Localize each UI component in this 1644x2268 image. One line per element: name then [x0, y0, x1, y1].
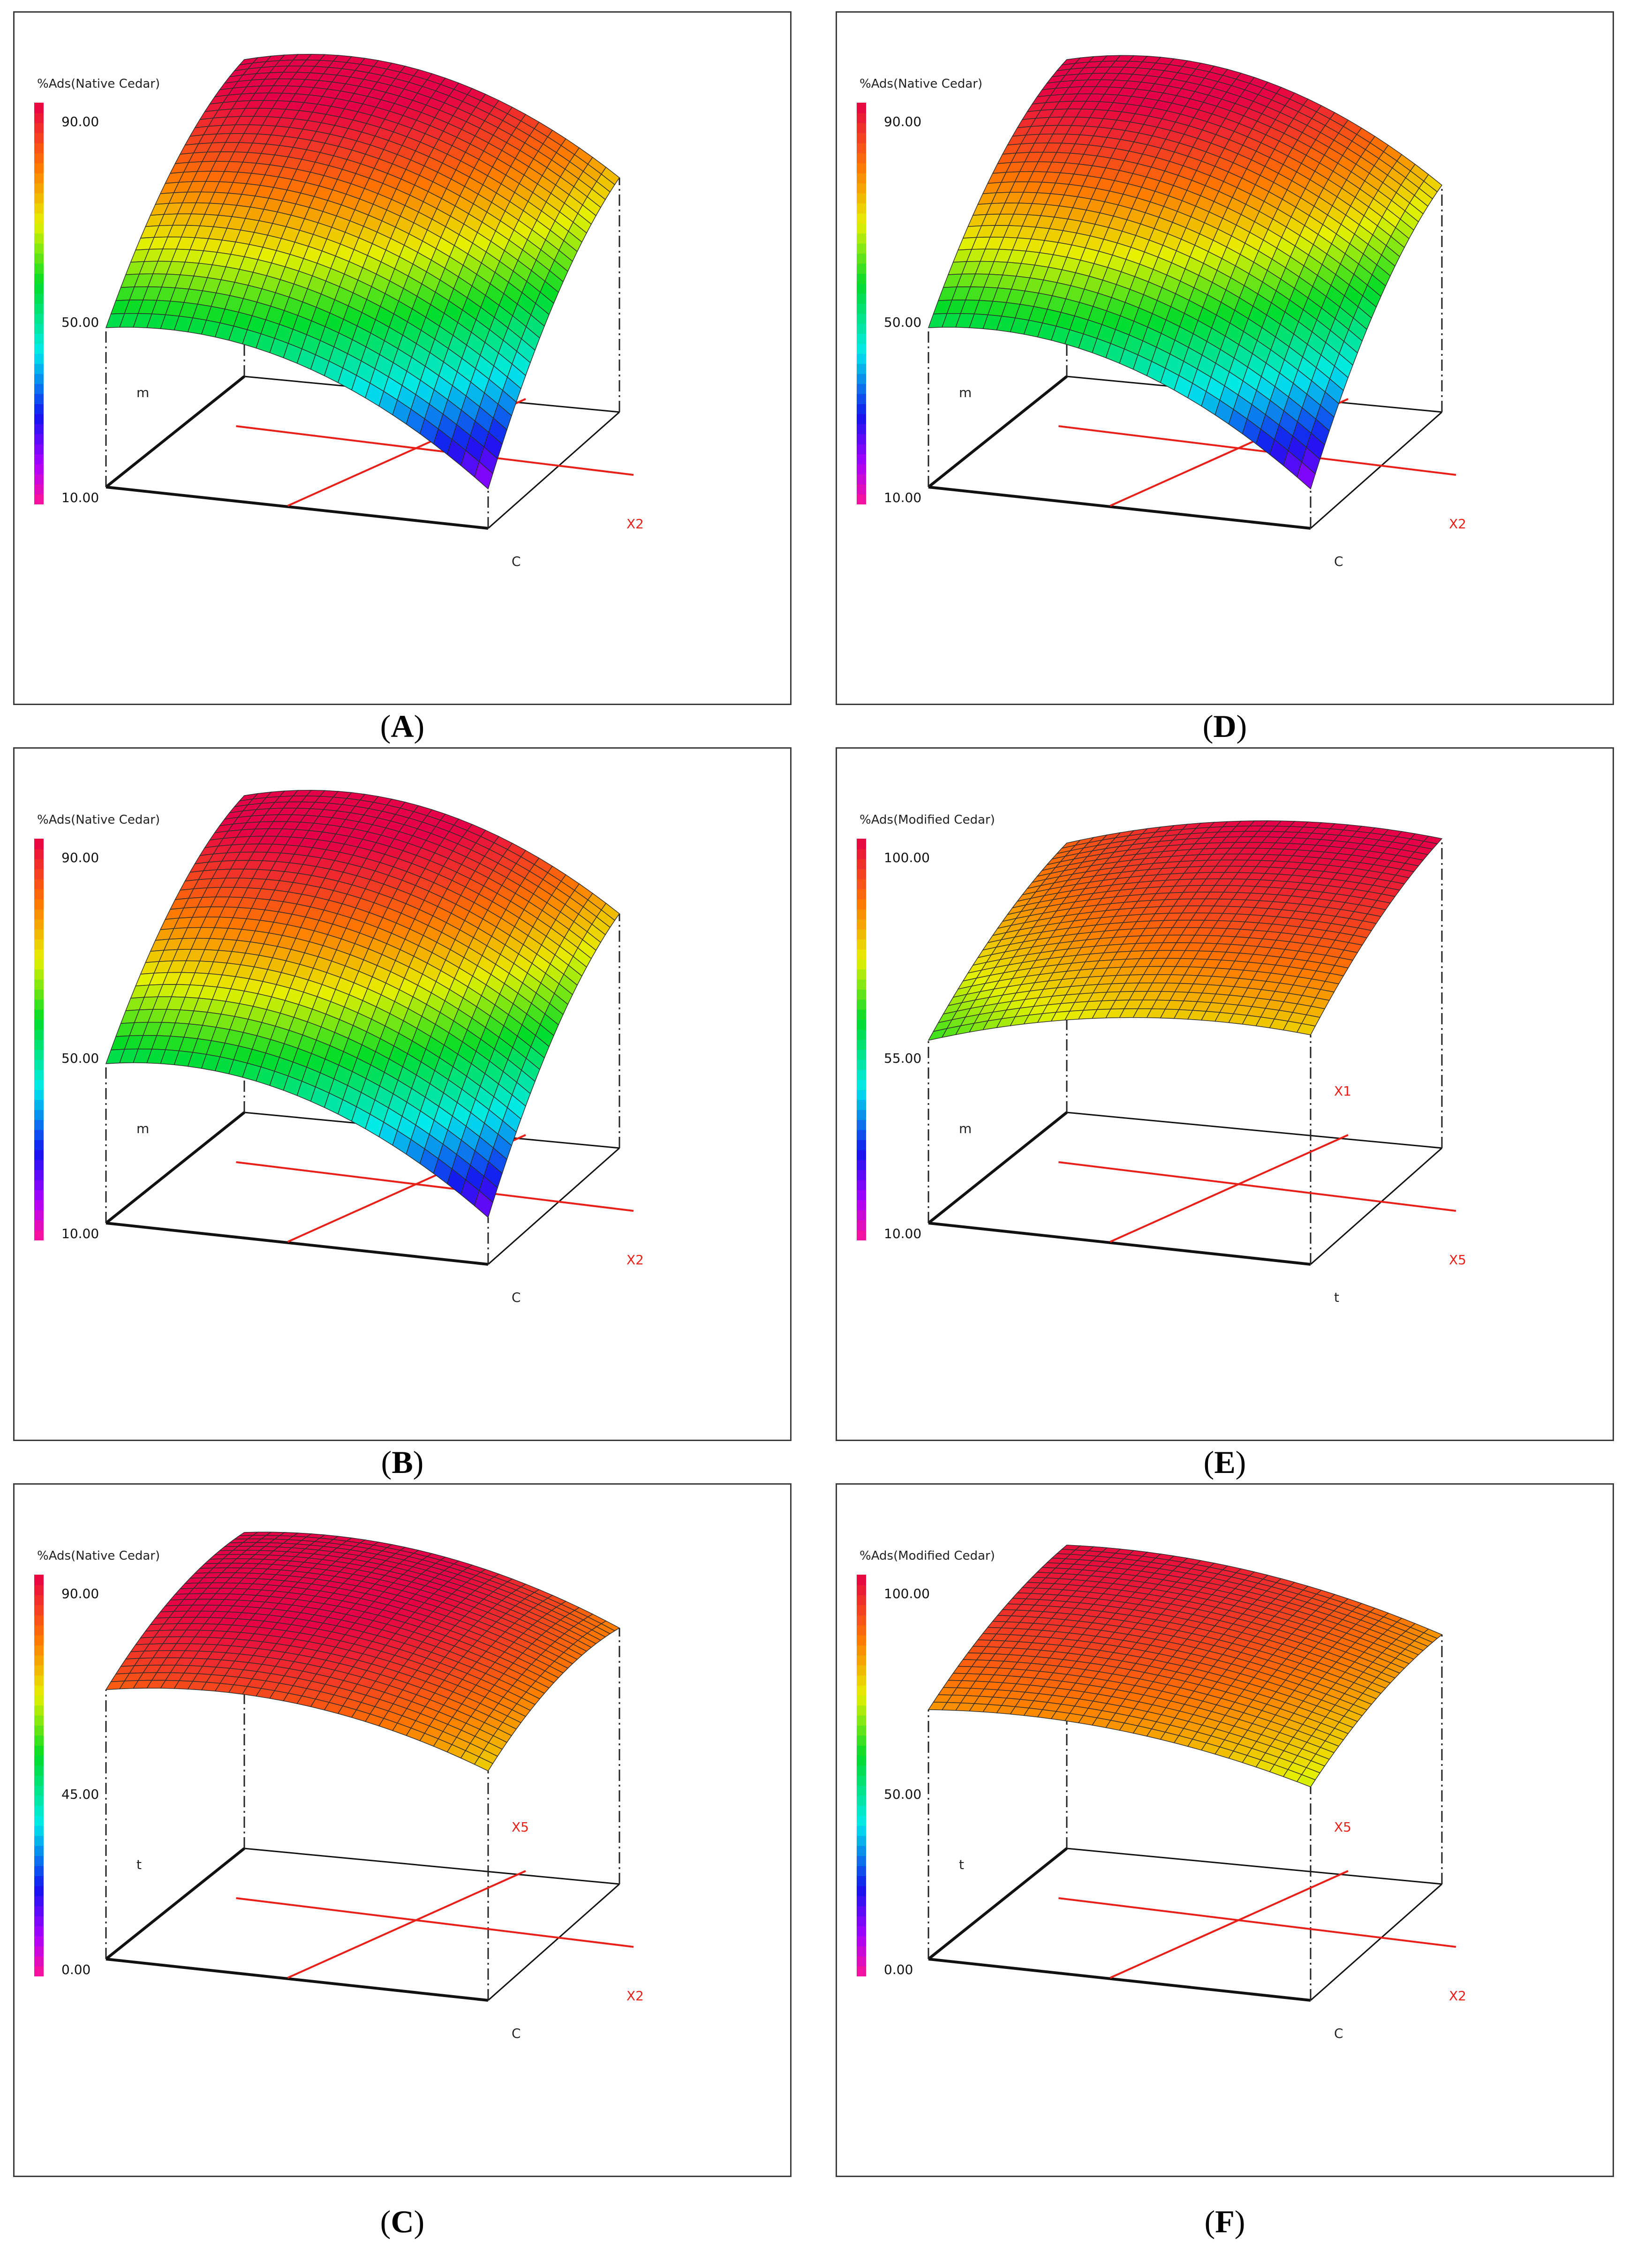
floor-crosshair	[1058, 1134, 1456, 1243]
colorbar-tick-label: 10.00	[884, 490, 921, 505]
chart-title: %Ads(Native Cedar)	[860, 77, 982, 91]
colorbar-tick-label: 90.00	[61, 850, 99, 865]
y-axis-label: X2	[626, 1252, 644, 1268]
colorbar: 90.00 50.00 10.00	[857, 103, 921, 505]
chart-panel-b: %Ads(Native Cedar) 90.00 50.00 10.00 m C X2	[13, 747, 792, 1441]
z-axis-label: m	[959, 1121, 972, 1136]
colorbar-tick-label: 10.00	[61, 1226, 99, 1241]
colorbar-tick-label: 10.00	[61, 490, 99, 505]
crosshair-label: X5	[512, 1819, 529, 1835]
chart-panel-d: %Ads(Native Cedar) 90.00 50.00 10.00 m C X2	[836, 11, 1614, 705]
x-axis-label: C	[512, 554, 521, 569]
response-surface	[105, 1532, 620, 1772]
colorbar: 90.00 50.00 10.00	[34, 103, 99, 505]
colorbar: 90.00 50.00 10.00	[34, 839, 99, 1241]
colorbar-tick-label: 100.00	[884, 850, 930, 865]
surface-plot-c: %Ads(Native Cedar) 90.00 45.00 0.00 t C X2 X5	[34, 1532, 644, 2041]
floor-crosshair	[236, 1870, 634, 1979]
chart-title: %Ads(Modified Cedar)	[860, 813, 995, 827]
response-surface	[928, 55, 1442, 490]
response-surface	[105, 789, 620, 1218]
y-axis-label: X5	[1449, 1252, 1466, 1268]
z-axis-label: m	[959, 385, 972, 400]
colorbar-tick-label: 0.00	[884, 1962, 913, 1977]
chart-panel-f: %Ads(Modified Cedar) 100.00 50.00 0.00 t C X2 X…	[836, 1483, 1614, 2177]
chart-title: %Ads(Modified Cedar)	[860, 1549, 995, 1563]
colorbar-tick-label: 45.00	[61, 1787, 99, 1802]
x-axis-label: C	[512, 1290, 521, 1305]
colorbar-tick-label: 10.00	[884, 1226, 921, 1241]
y-axis-label: X2	[1449, 1988, 1466, 2004]
z-axis-label: m	[136, 1121, 149, 1136]
colorbar-tick-label: 50.00	[61, 1051, 99, 1066]
response-surface	[928, 1545, 1443, 1787]
floor-crosshair	[1058, 1870, 1456, 1979]
chart-title: %Ads(Native Cedar)	[37, 1549, 160, 1563]
caption-b: (B)	[381, 1444, 424, 1480]
response-surface	[105, 53, 620, 490]
colorbar-tick-label: 100.00	[884, 1586, 930, 1601]
x-axis-label: C	[1334, 554, 1343, 569]
surface-plot-b: %Ads(Native Cedar) 90.00 50.00 10.00 m C X2	[34, 789, 644, 1305]
colorbar-tick-label: 50.00	[884, 315, 921, 330]
x-axis-label: C	[1334, 2026, 1343, 2041]
x-axis-label: t	[1334, 1290, 1339, 1305]
y-axis-label: X2	[626, 1988, 644, 2004]
x-axis-label: C	[512, 2026, 521, 2041]
crosshair-label: X5	[1334, 1819, 1351, 1835]
chart-title: %Ads(Native Cedar)	[37, 77, 160, 91]
surface-plot-e: %Ads(Modified Cedar) 100.00 55.00 10.00 m t X5…	[857, 813, 1466, 1305]
colorbar-tick-label: 55.00	[884, 1051, 921, 1066]
colorbar-tick-label: 90.00	[61, 1586, 99, 1601]
z-axis-label: t	[136, 1857, 142, 1872]
chart-panel-e: %Ads(Modified Cedar) 100.00 55.00 10.00 m t X5…	[836, 747, 1614, 1441]
colorbar: 100.00 50.00 0.00	[857, 1575, 930, 1977]
colorbar: 100.00 55.00 10.00	[857, 839, 930, 1241]
chart-title: %Ads(Native Cedar)	[37, 813, 160, 827]
y-axis-label: X2	[626, 516, 644, 532]
colorbar-tick-label: 90.00	[884, 114, 921, 129]
y-axis-label: X2	[1449, 516, 1466, 532]
caption-c: (C)	[380, 2204, 425, 2239]
surface-plot-d: %Ads(Native Cedar) 90.00 50.00 10.00 m C X2	[857, 55, 1466, 569]
caption-e: (E)	[1203, 1444, 1246, 1480]
response-surface	[928, 820, 1443, 1041]
colorbar-tick-label: 90.00	[61, 114, 99, 129]
chart-panel-a: %Ads(Native Cedar) 90.00 50.00 10.00 m C X2	[13, 11, 792, 705]
crosshair-label: X1	[1334, 1083, 1351, 1099]
colorbar: 90.00 45.00 0.00	[34, 1575, 99, 1977]
caption-f: (F)	[1204, 2204, 1245, 2239]
colorbar-tick-label: 50.00	[61, 315, 99, 330]
z-axis-label: m	[136, 385, 149, 400]
colorbar-tick-label: 50.00	[884, 1787, 921, 1802]
colorbar-tick-label: 0.00	[61, 1962, 90, 1977]
caption-d: (D)	[1202, 708, 1247, 744]
surface-plot-a: %Ads(Native Cedar) 90.00 50.00 10.00 m C X2	[34, 53, 644, 569]
surface-plot-f: %Ads(Modified Cedar) 100.00 50.00 0.00 t C X2 X…	[857, 1545, 1466, 2041]
caption-a: (A)	[380, 708, 425, 744]
chart-panel-c: %Ads(Native Cedar) 90.00 45.00 0.00 t C X2 X5	[13, 1483, 792, 2177]
z-axis-label: t	[959, 1857, 964, 1872]
